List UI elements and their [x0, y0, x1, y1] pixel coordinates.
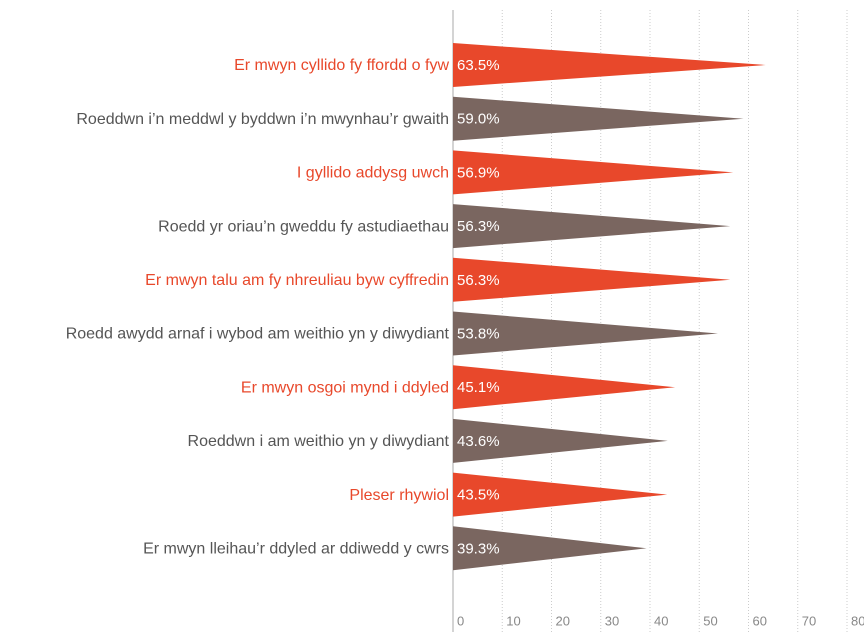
bar [453, 418, 668, 463]
value-label: 59.0% [457, 111, 500, 128]
category-label: Roeddwn i am weithio yn y diwydiant [188, 433, 450, 450]
value-label: 43.6% [457, 433, 500, 450]
value-label: 45.1% [457, 379, 500, 396]
category-label: Roeddwn i’n meddwl y byddwn i’n mwynhau’… [76, 111, 449, 128]
bar [453, 526, 647, 571]
category-label: Roedd awydd arnaf i wybod am weithio yn … [66, 326, 450, 343]
bar [453, 150, 734, 195]
value-label: 39.3% [457, 540, 500, 557]
value-label: 53.8% [457, 325, 500, 342]
bar [453, 257, 731, 302]
x-tick-label: 40 [654, 613, 668, 628]
category-label: Er mwyn cyllido fy ffordd o fyw [234, 57, 449, 74]
category-label: Roedd yr oriau’n gweddu fy astudiaethau [158, 218, 449, 235]
x-tick-label: 70 [802, 613, 816, 628]
x-tick-label: 80 [851, 613, 864, 628]
category-label: Er mwyn talu am fy nhreuliau byw cyffred… [145, 272, 449, 289]
value-label: 43.5% [457, 487, 500, 504]
value-label: 63.5% [457, 57, 500, 74]
x-tick-label: 10 [506, 613, 520, 628]
category-label: Pleser rhywiol [349, 487, 449, 504]
bar [453, 43, 766, 87]
x-tick-label: 30 [605, 613, 619, 628]
bar [453, 365, 676, 410]
bar [453, 472, 668, 517]
value-label: 56.9% [457, 164, 500, 181]
value-label: 56.3% [457, 272, 500, 289]
x-tick-label: 0 [457, 613, 464, 628]
x-tick-label: 60 [753, 613, 767, 628]
x-tick-label: 20 [556, 613, 570, 628]
category-label: Er mwyn lleihau’r ddyled ar ddiwedd y cw… [143, 541, 449, 558]
bar [453, 311, 718, 356]
category-label: I gyllido addysg uwch [297, 165, 449, 182]
x-tick-label: 50 [703, 613, 717, 628]
value-label: 56.3% [457, 218, 500, 235]
category-label: Er mwyn osgoi mynd i ddyled [241, 379, 449, 396]
bar [453, 96, 744, 141]
bar [453, 204, 731, 249]
